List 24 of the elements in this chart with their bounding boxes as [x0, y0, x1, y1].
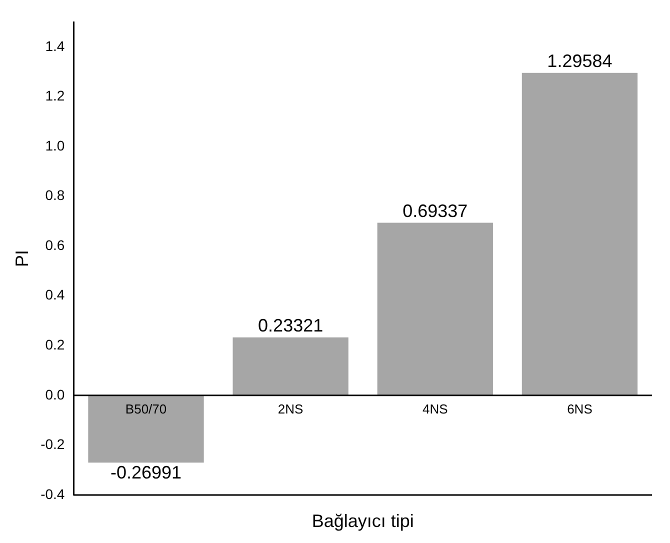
y-tick-label: 1.0 — [45, 137, 65, 154]
y-tick-label: 0.4 — [45, 286, 65, 303]
x-tick-label: 4NS — [422, 402, 448, 416]
y-tick-label: -0.4 — [40, 486, 65, 502]
y-tick-label: 1.4 — [45, 38, 65, 54]
y-tick-label: -0.2 — [40, 436, 65, 452]
bar — [377, 222, 493, 396]
data-label: 1.29584 — [547, 50, 612, 71]
x-tick-label: 2NS — [278, 402, 304, 416]
data-label: 0.23321 — [258, 315, 324, 336]
x-tick-label: B50/70 — [125, 402, 167, 416]
bar — [88, 395, 204, 463]
data-label: 0.69337 — [402, 200, 468, 221]
y-axis-title: PI — [12, 250, 32, 268]
y-tick-label: 0.8 — [45, 187, 65, 204]
data-label: -0.26991 — [110, 462, 182, 483]
y-tick-label: 0.0 — [45, 386, 65, 402]
y-tick-label: 0.6 — [45, 236, 65, 253]
y-tick-label: 0.2 — [45, 336, 65, 352]
x-axis-title: Bağlayıcı tipi — [312, 510, 414, 531]
y-tick-label: 1.2 — [45, 88, 65, 104]
x-tick-label: 6NS — [567, 402, 593, 416]
bar — [232, 337, 348, 396]
bar — [522, 72, 638, 396]
